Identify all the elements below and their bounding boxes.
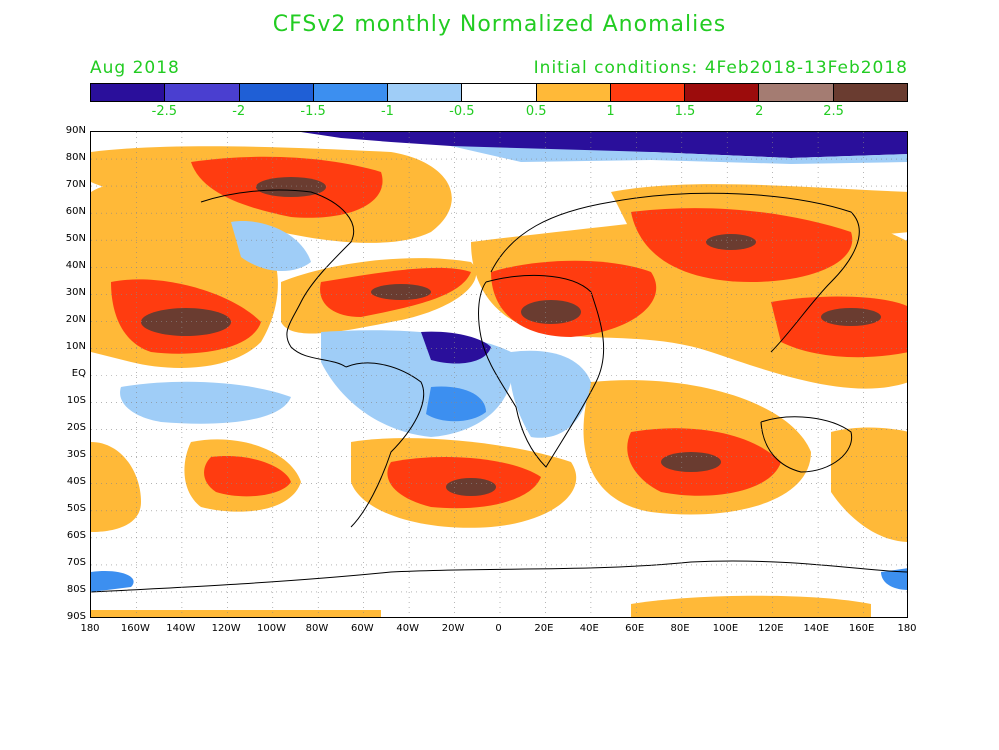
- longitude-label: 60E: [625, 623, 645, 634]
- colorbar-label: -1.5: [300, 104, 326, 119]
- latitude-label: 90S: [66, 611, 86, 622]
- colorbar-label: 1.5: [674, 104, 696, 119]
- anomaly-map: [90, 131, 908, 618]
- latitude-label: 40S: [66, 476, 86, 487]
- colorbar-segment: [833, 84, 907, 101]
- extreme-anomaly-layer: [141, 177, 881, 496]
- colorbar-label: 2: [755, 104, 764, 119]
- antarctica-coast: [91, 560, 907, 593]
- latitude-label: EQ: [71, 368, 86, 379]
- forecast-month: Aug 2018: [90, 58, 180, 78]
- longitude-label: 140E: [803, 623, 829, 634]
- sahara-core: [521, 300, 581, 324]
- longitude-label: 40W: [396, 623, 420, 634]
- latitude-label: 60N: [65, 206, 86, 217]
- spac-red: [204, 456, 291, 497]
- colorbar-label: 0.5: [525, 104, 547, 119]
- latitude-label: 10S: [66, 395, 86, 406]
- arctic-negative: [301, 132, 907, 158]
- latitude-label: 90N: [65, 125, 86, 136]
- longitude-label: 0: [495, 623, 502, 634]
- epac-blue: [120, 381, 292, 424]
- colorbar-label: 2.5: [823, 104, 844, 119]
- longitude-label: 80E: [670, 623, 690, 634]
- arctic-light: [451, 146, 907, 164]
- east-edge-south: [831, 427, 907, 542]
- latitude-label: 10N: [65, 341, 86, 352]
- initial-conditions: Initial conditions: 4Feb2018-13Feb2018: [533, 58, 908, 78]
- colorbar-segment: [462, 84, 537, 101]
- longitude-label: 180: [897, 623, 917, 634]
- antarctic-blue: [91, 571, 134, 592]
- latitude-label: 50S: [66, 503, 86, 514]
- colorbar-segment: [685, 84, 760, 101]
- longitude-label: 120W: [211, 623, 241, 634]
- npac-core: [141, 308, 231, 336]
- latitude-label: 80N: [65, 152, 86, 163]
- longitude-label: 80W: [305, 623, 329, 634]
- asia-core: [706, 234, 756, 250]
- latitude-label: 20S: [66, 422, 86, 433]
- eurasia-coast: [490, 192, 860, 353]
- antarctic-bottom-east: [631, 595, 871, 617]
- north-america-coast: [200, 189, 355, 368]
- colorbar-label: -2: [232, 104, 246, 119]
- satl-core: [446, 478, 496, 496]
- colorbar-label: -1: [380, 104, 394, 119]
- colorbar-segment: [388, 84, 463, 101]
- colorbar-label: -2.5: [151, 104, 178, 119]
- latitude-label: 30N: [65, 287, 86, 298]
- colorbar-label: 1: [606, 104, 615, 119]
- longitude-label: 160W: [120, 623, 150, 634]
- na-blue: [231, 221, 311, 272]
- sio-core: [661, 452, 721, 472]
- longitude-label: 120E: [758, 623, 784, 634]
- antarctic-blue-east: [881, 568, 907, 590]
- longitude-label: 60W: [351, 623, 374, 634]
- australia-coast: [760, 416, 853, 473]
- map-title: CFSv2 monthly Normalized Anomalies: [272, 12, 727, 37]
- colorbar-segment: [91, 84, 166, 101]
- south-america-coast: [345, 362, 425, 528]
- colorbar: [90, 83, 908, 102]
- negative-anomaly-layer: [91, 221, 907, 592]
- longitude-label: 100W: [257, 623, 287, 634]
- antarctic-bottom-west: [91, 610, 381, 617]
- trop-atl-deep: [421, 331, 491, 364]
- latitude-label: 30S: [66, 449, 86, 460]
- latitude-label: 70N: [65, 179, 86, 190]
- colorbar-segment: [759, 84, 834, 101]
- colorbar-segment: [165, 84, 240, 101]
- colorbar-label: -0.5: [449, 104, 475, 119]
- map-svg: [91, 132, 907, 617]
- longitude-label: 40E: [579, 623, 599, 634]
- latitude-label: 80S: [66, 584, 86, 595]
- latitude-label: 20N: [65, 314, 86, 325]
- longitude-label: 160E: [848, 623, 875, 634]
- africa-coast: [478, 275, 605, 468]
- longitude-label: 20E: [534, 623, 554, 634]
- longitude-label: 20W: [441, 623, 465, 634]
- latitude-label: 60S: [66, 530, 86, 541]
- colorbar-segment: [536, 84, 611, 101]
- longitude-label: 180: [80, 623, 100, 634]
- satl-blue-core: [426, 386, 486, 422]
- colorbar-segment: [610, 84, 686, 101]
- latitude-label: 50N: [65, 233, 86, 244]
- safr-blue: [509, 350, 591, 438]
- latitude-label: 70S: [66, 557, 86, 568]
- gridlines: [91, 132, 907, 617]
- latitude-label: 40N: [65, 260, 86, 271]
- atl-core: [371, 284, 431, 300]
- colorbar-segment: [313, 84, 389, 101]
- coastlines: [91, 189, 907, 593]
- wpac-core: [821, 308, 881, 326]
- longitude-label: 140W: [166, 623, 196, 634]
- west-edge-south: [91, 442, 141, 532]
- colorbar-segment: [239, 84, 314, 101]
- longitude-label: 100E: [712, 623, 739, 634]
